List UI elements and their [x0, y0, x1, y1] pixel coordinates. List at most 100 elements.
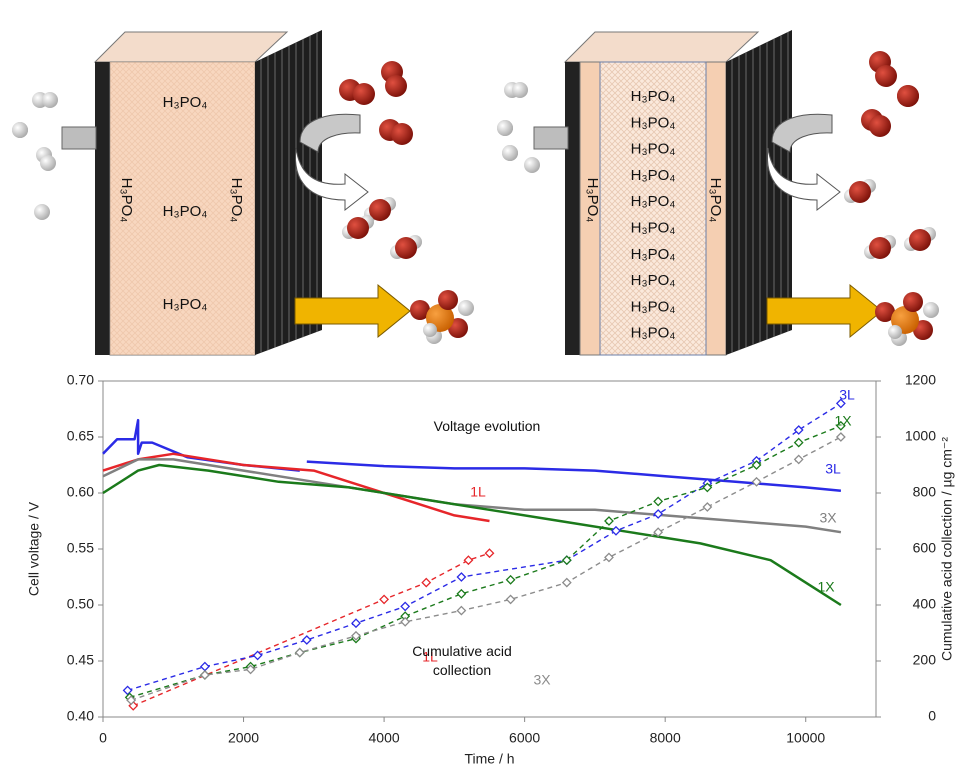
cell-label: H₃PO₄	[631, 167, 676, 184]
atom	[391, 123, 413, 145]
y-axis-label: Cell voltage / V	[26, 501, 42, 596]
atom	[423, 323, 437, 337]
atom	[869, 237, 891, 259]
series-label: 1L	[470, 484, 486, 500]
atom	[385, 75, 407, 97]
atom	[353, 83, 375, 105]
cell-label: H₃PO₄	[631, 193, 676, 210]
cell-label: H₃PO₄	[228, 178, 245, 223]
cell-label: H₃PO₄	[584, 178, 601, 223]
atom	[849, 181, 871, 203]
y-tick-label: 0.70	[67, 372, 94, 388]
annotation: Voltage evolution	[432, 417, 542, 436]
x-tick-label: 10000	[786, 730, 825, 746]
y-tick-label: 0.50	[67, 596, 94, 612]
atom	[395, 237, 417, 259]
data-point	[201, 671, 209, 679]
cell-label: H₃PO₄	[631, 325, 676, 342]
cell-label: H₃PO₄	[163, 296, 208, 313]
y2-tick-label: 1000	[905, 428, 936, 444]
x-axis-label: Time / h	[464, 751, 514, 767]
y-tick-label: 0.45	[67, 652, 94, 668]
data-point	[296, 649, 304, 657]
y-tick-label: 0.40	[67, 708, 94, 724]
cell-top	[95, 32, 287, 62]
atom	[524, 157, 540, 173]
data-point	[303, 636, 311, 644]
x-tick-label: 6000	[509, 730, 540, 746]
data-point	[401, 602, 409, 610]
cell-label: H₃PO₄	[631, 88, 676, 105]
cell-back-plate	[95, 62, 110, 355]
cell-label: H₃PO₄	[631, 141, 676, 158]
y-tick-label: 0.60	[67, 484, 94, 500]
atom	[875, 65, 897, 87]
atom	[502, 145, 518, 161]
cell-label: H₃PO₄	[631, 246, 676, 263]
cell-label: H₃PO₄	[631, 272, 676, 289]
atom	[347, 217, 369, 239]
series-label: 3X	[819, 510, 837, 526]
data-point	[563, 579, 571, 587]
data-point	[795, 455, 803, 463]
atom	[438, 290, 458, 310]
x-tick-label: 2000	[228, 730, 259, 746]
data-point	[654, 510, 662, 518]
data-point	[352, 619, 360, 627]
cell-top	[565, 32, 758, 62]
y2-tick-label: 200	[913, 652, 937, 668]
data-point	[422, 579, 430, 587]
y2-tick-label: 400	[913, 596, 937, 612]
y2-tick-label: 800	[913, 484, 937, 500]
data-point	[837, 433, 845, 441]
y-tick-label: 0.65	[67, 428, 94, 444]
cell-back-plate	[565, 62, 580, 355]
data-point	[380, 595, 388, 603]
y2-axis-label: Cumulative acid collection / µg cm⁻²	[939, 437, 955, 661]
atom	[512, 82, 528, 98]
data-point	[605, 553, 613, 561]
figure: H₃PO₄ H₃PO₄ H₃PO₄ H₃PO₄ H₃PO₄ H₃PO₄ H₃PO₄ H₃PO₄…	[0, 0, 958, 771]
cell-label: H₃PO₄	[631, 114, 676, 131]
cell-label: H₃PO₄	[707, 178, 724, 223]
y-tick-label: 0.55	[67, 540, 94, 556]
data-point	[612, 527, 620, 535]
atom	[497, 120, 513, 136]
atom	[42, 92, 58, 108]
series-line	[133, 553, 489, 706]
series-label: 3L	[839, 387, 855, 403]
inlet-arrow	[534, 127, 568, 149]
atom	[909, 229, 931, 251]
cell-label: H₃PO₄	[631, 298, 676, 315]
data-point	[703, 503, 711, 511]
y2-tick-label: 600	[913, 540, 937, 556]
cell-label: H₃PO₄	[163, 94, 208, 111]
series-label: 3L	[825, 461, 841, 477]
series-label: 1X	[817, 579, 835, 595]
atom	[458, 300, 474, 316]
atom	[40, 155, 56, 171]
y2-tick-label: 0	[928, 708, 936, 724]
y2-tick-label: 1200	[905, 372, 936, 388]
data-point	[654, 497, 662, 505]
atom	[888, 325, 902, 339]
cell-label: H₃PO₄	[631, 219, 676, 236]
inlet-arrow	[62, 127, 96, 149]
schematic: H₃PO₄ H₃PO₄ H₃PO₄ H₃PO₄ H₃PO₄ H₃PO₄ H₃PO₄ H₃PO₄…	[12, 30, 939, 355]
data-point	[457, 573, 465, 581]
x-tick-label: 4000	[369, 730, 400, 746]
annotation: Cumulative acid collection	[392, 642, 532, 680]
atom	[897, 85, 919, 107]
data-point	[507, 576, 515, 584]
data-point	[457, 590, 465, 598]
data-point	[486, 549, 494, 557]
cell-label: H₃PO₄	[118, 178, 135, 223]
data-point	[795, 439, 803, 447]
data-point	[507, 595, 515, 603]
data-point	[401, 618, 409, 626]
atom	[34, 204, 50, 220]
data-point	[605, 517, 613, 525]
x-tick-label: 8000	[650, 730, 681, 746]
series-label: 3X	[533, 672, 551, 688]
atom	[869, 115, 891, 137]
